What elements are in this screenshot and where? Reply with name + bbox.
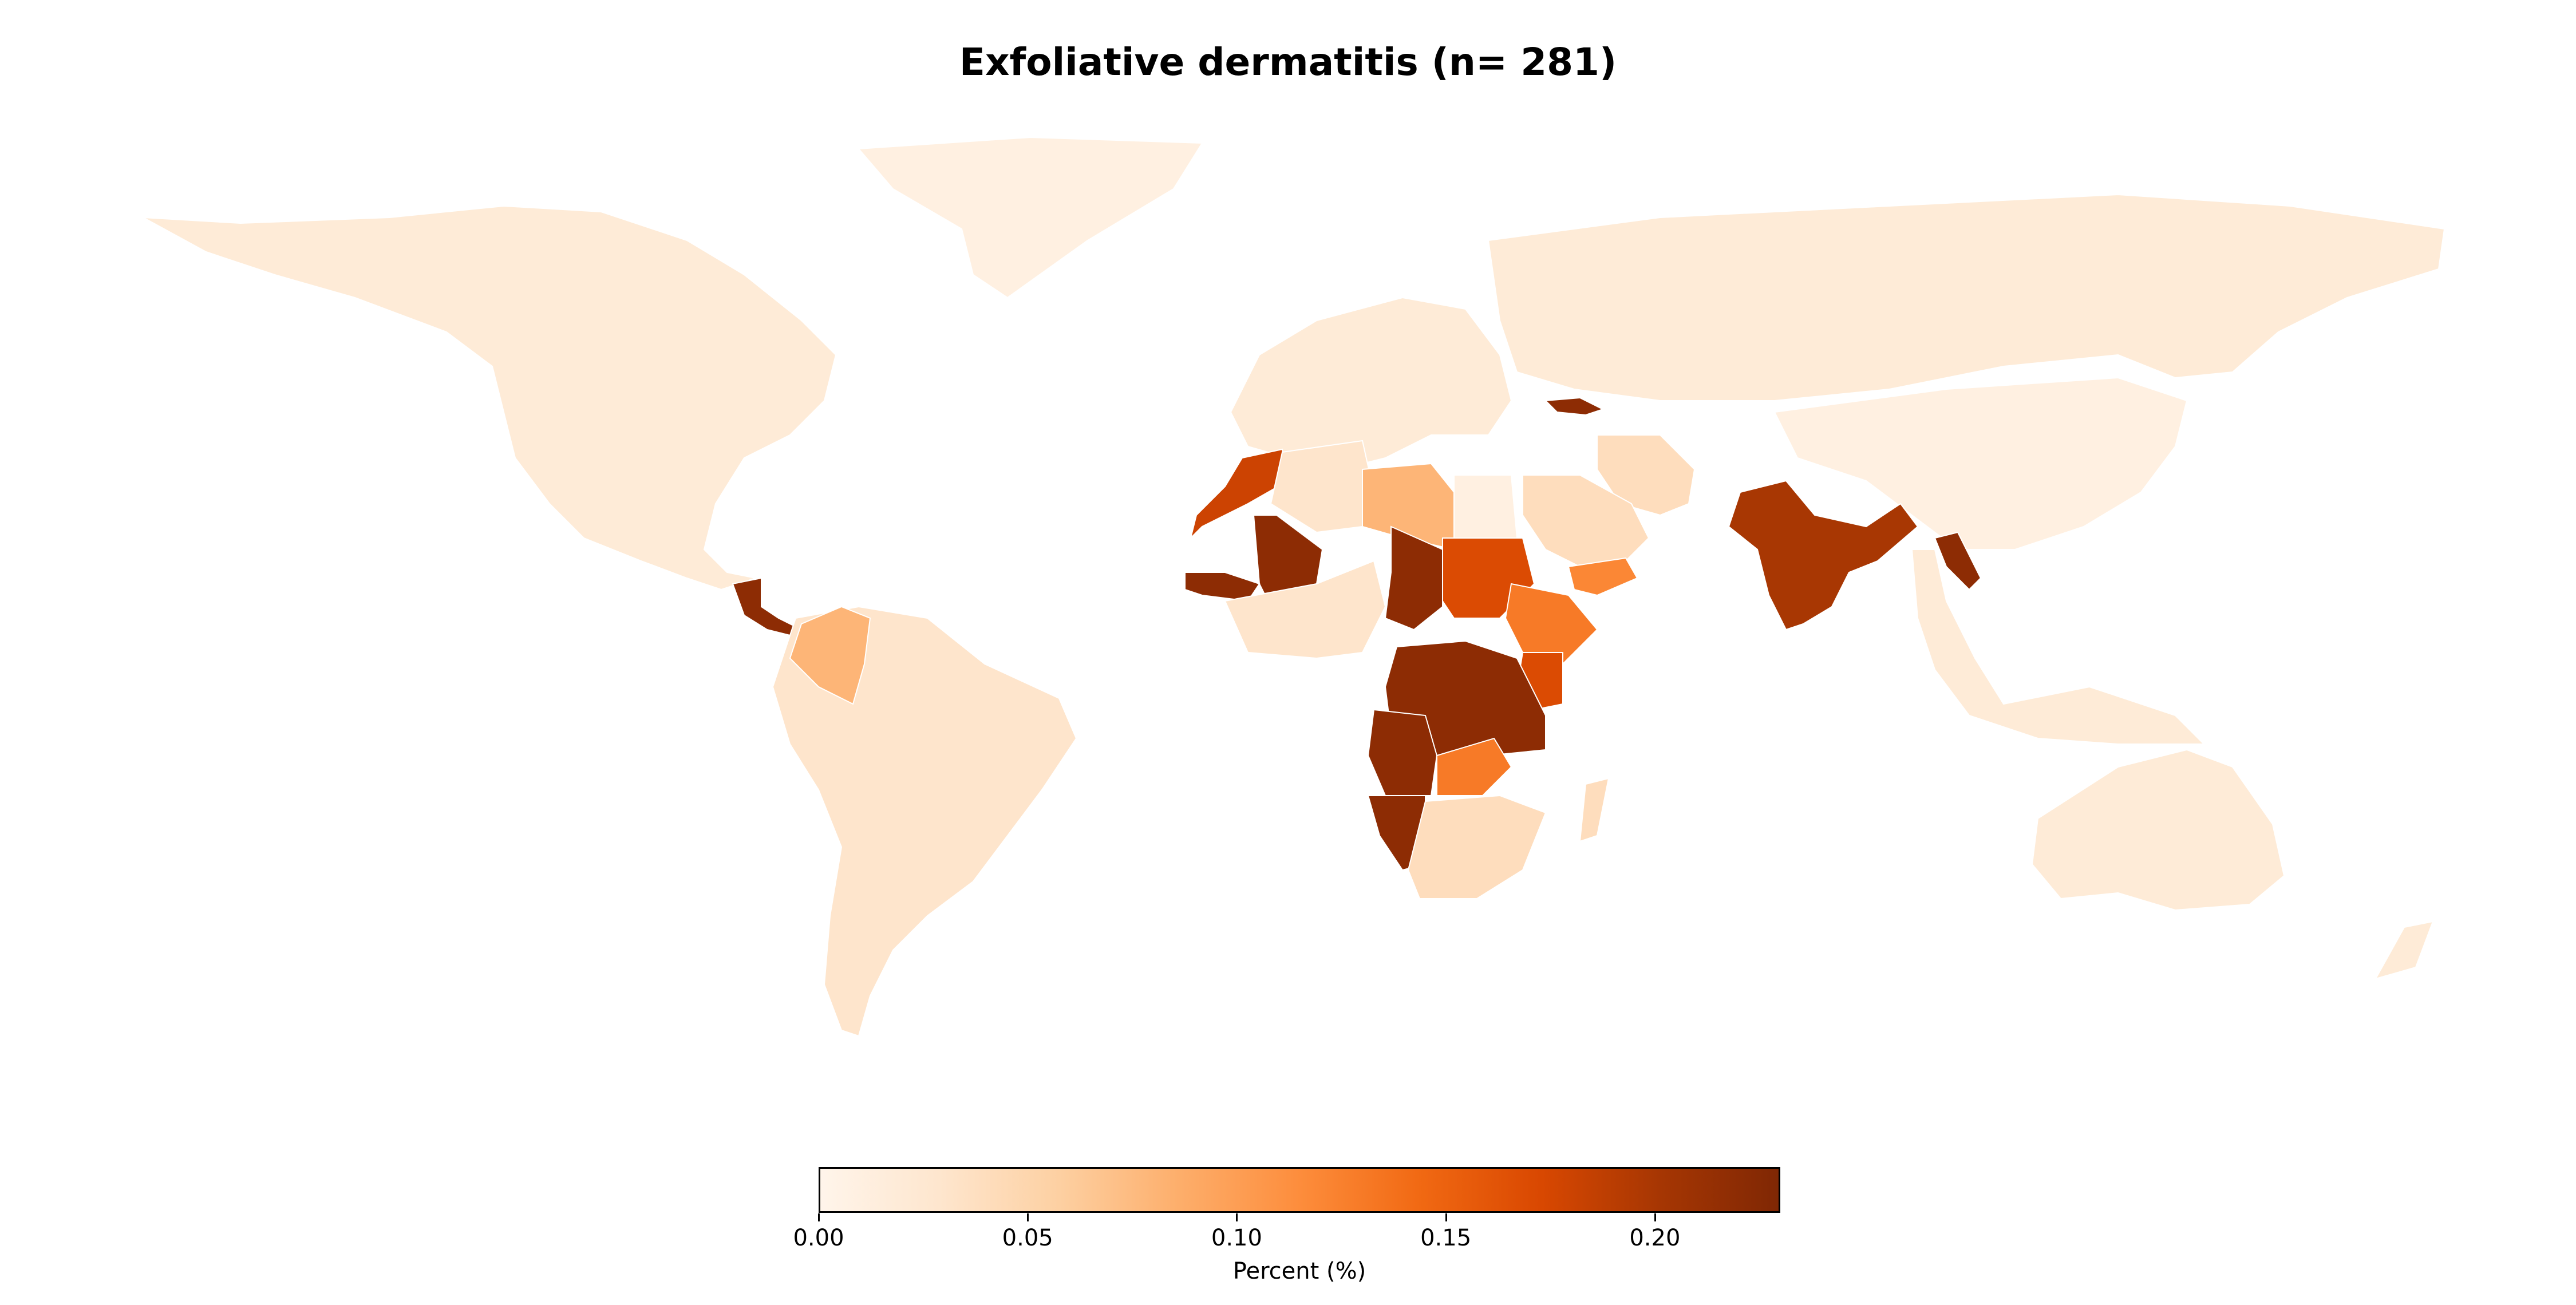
region-angola bbox=[1367, 709, 1438, 796]
region-europe bbox=[1230, 296, 1512, 470]
colorbar-tick-label: 0.15 bbox=[1420, 1225, 1472, 1251]
world-map bbox=[143, 136, 2445, 1037]
colorbar-tick bbox=[1445, 1213, 1447, 1221]
colorbar-tick bbox=[818, 1213, 820, 1221]
region-new-zealand bbox=[2374, 920, 2434, 980]
region-algeria bbox=[1270, 440, 1375, 533]
colorbar bbox=[819, 1167, 1780, 1213]
region-south-africa bbox=[1407, 794, 1547, 899]
colorbar-tick-label: 0.05 bbox=[1002, 1225, 1053, 1251]
region-iran bbox=[1597, 434, 1696, 516]
region-india bbox=[1728, 480, 1919, 631]
region-southeast-asia bbox=[1911, 549, 2206, 745]
colorbar-tick-label: 0.20 bbox=[1629, 1225, 1681, 1251]
region-north-america bbox=[143, 205, 837, 591]
chart-title: Exfoliative dermatitis (n= 281) bbox=[959, 40, 1617, 84]
region-greenland bbox=[857, 136, 1203, 299]
region-yemen bbox=[1567, 557, 1638, 596]
region-colombia bbox=[789, 606, 871, 705]
region-central-america bbox=[732, 577, 797, 636]
colorbar-tick-label: 0.00 bbox=[793, 1225, 844, 1251]
colorbar-tick bbox=[1236, 1213, 1238, 1221]
region-zambia bbox=[1436, 737, 1512, 796]
region-china bbox=[1773, 377, 2188, 550]
region-australia bbox=[2031, 749, 2285, 911]
region-russia bbox=[1487, 193, 2445, 401]
region-laos bbox=[1934, 531, 1982, 591]
region-georgia bbox=[1544, 397, 1605, 416]
region-south-america bbox=[772, 606, 1077, 1037]
region-egypt bbox=[1453, 474, 1518, 539]
colorbar-tick bbox=[1027, 1213, 1029, 1221]
region-madagascar bbox=[1579, 777, 1610, 843]
colorbar-tick bbox=[1654, 1213, 1656, 1221]
colorbar-frame bbox=[819, 1167, 1780, 1213]
region-west-africa bbox=[1224, 560, 1386, 659]
colorbar-tick-label: 0.10 bbox=[1211, 1225, 1262, 1251]
colorbar-label: Percent (%) bbox=[1232, 1258, 1366, 1284]
